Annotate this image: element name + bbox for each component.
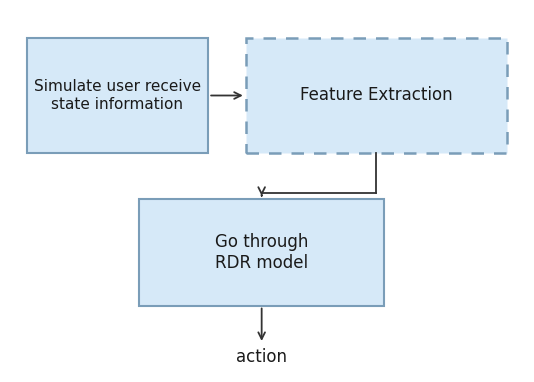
Bar [139, 199, 384, 306]
Text: action: action [236, 348, 287, 366]
Bar [246, 38, 507, 153]
Text: Go through
RDR model: Go through RDR model [215, 233, 308, 272]
Text: Simulate user receive
state information: Simulate user receive state information [34, 79, 201, 112]
Bar [27, 38, 208, 153]
Text: Feature Extraction: Feature Extraction [300, 86, 453, 105]
